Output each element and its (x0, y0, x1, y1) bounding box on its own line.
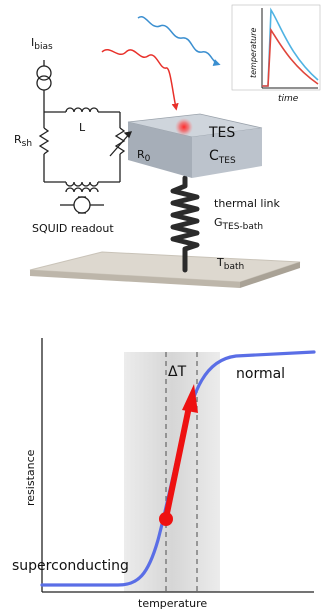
photon-hotspot (175, 118, 193, 136)
r0-symbol: R (137, 148, 145, 161)
operating-arrow-head (182, 384, 198, 413)
blue-photon (137, 16, 221, 66)
ibias-subscript: bias (34, 42, 53, 52)
tes-resistor-icon (114, 127, 126, 155)
bath-symbol: T (216, 256, 224, 269)
conductance-label: GTES-bath (214, 216, 263, 232)
r0-subscript: 0 (145, 154, 151, 164)
inset-ylabel: temperature (249, 27, 258, 78)
transition-band (124, 352, 220, 592)
red-photon (101, 49, 179, 111)
inductor-l-icon (65, 107, 99, 113)
inductor-squid-coil-icon (65, 181, 99, 187)
operating-point (159, 512, 173, 526)
transition-ylabel: resistance (24, 449, 37, 506)
normal-label: normal (236, 366, 285, 382)
bias-circuit (36, 60, 133, 214)
inductor-label: L (79, 121, 86, 134)
rsh-symbol: R (14, 133, 22, 146)
conductance-subscript: TES-bath (222, 222, 264, 232)
operating-arrow (163, 399, 193, 521)
pulse-inset: temperature time (231, 4, 321, 104)
transition-xlabel: temperature (138, 597, 207, 610)
squid-readout-label: SQUID readout (32, 222, 114, 235)
tes-label: TES (208, 125, 235, 141)
rsh-label: Rsh (14, 133, 32, 149)
bath-label: Tbath (216, 256, 244, 272)
bath-plate (29, 251, 301, 288)
delta-t-label: ΔT (168, 364, 187, 380)
thermal-link-spring (170, 175, 200, 273)
shunt-resistor-icon (38, 127, 50, 155)
pulse-blue-line (262, 7, 319, 87)
squid-pickup-coil-icon (65, 187, 99, 193)
capacity-symbol: C (209, 148, 219, 164)
squid-loop-icon (73, 196, 91, 214)
ibias-symbol: I (31, 36, 34, 49)
inset-xlabel: time (278, 94, 299, 104)
ibias-label: Ibias (31, 36, 53, 52)
transition-plot: ΔT normal superconducting resistance tem… (12, 338, 316, 610)
pulse-red-line (262, 27, 319, 87)
rsh-subscript: sh (22, 139, 32, 149)
thermal-link-label: thermal link (214, 197, 280, 210)
tes-block (127, 113, 263, 178)
superconducting-label: superconducting (12, 558, 129, 574)
tes-capacity-label: CTES (209, 148, 236, 166)
capacity-subscript: TES (218, 156, 236, 166)
conductance-symbol: G (214, 216, 223, 229)
bath-subscript: bath (224, 262, 244, 272)
r0-label: R0 (137, 148, 151, 164)
